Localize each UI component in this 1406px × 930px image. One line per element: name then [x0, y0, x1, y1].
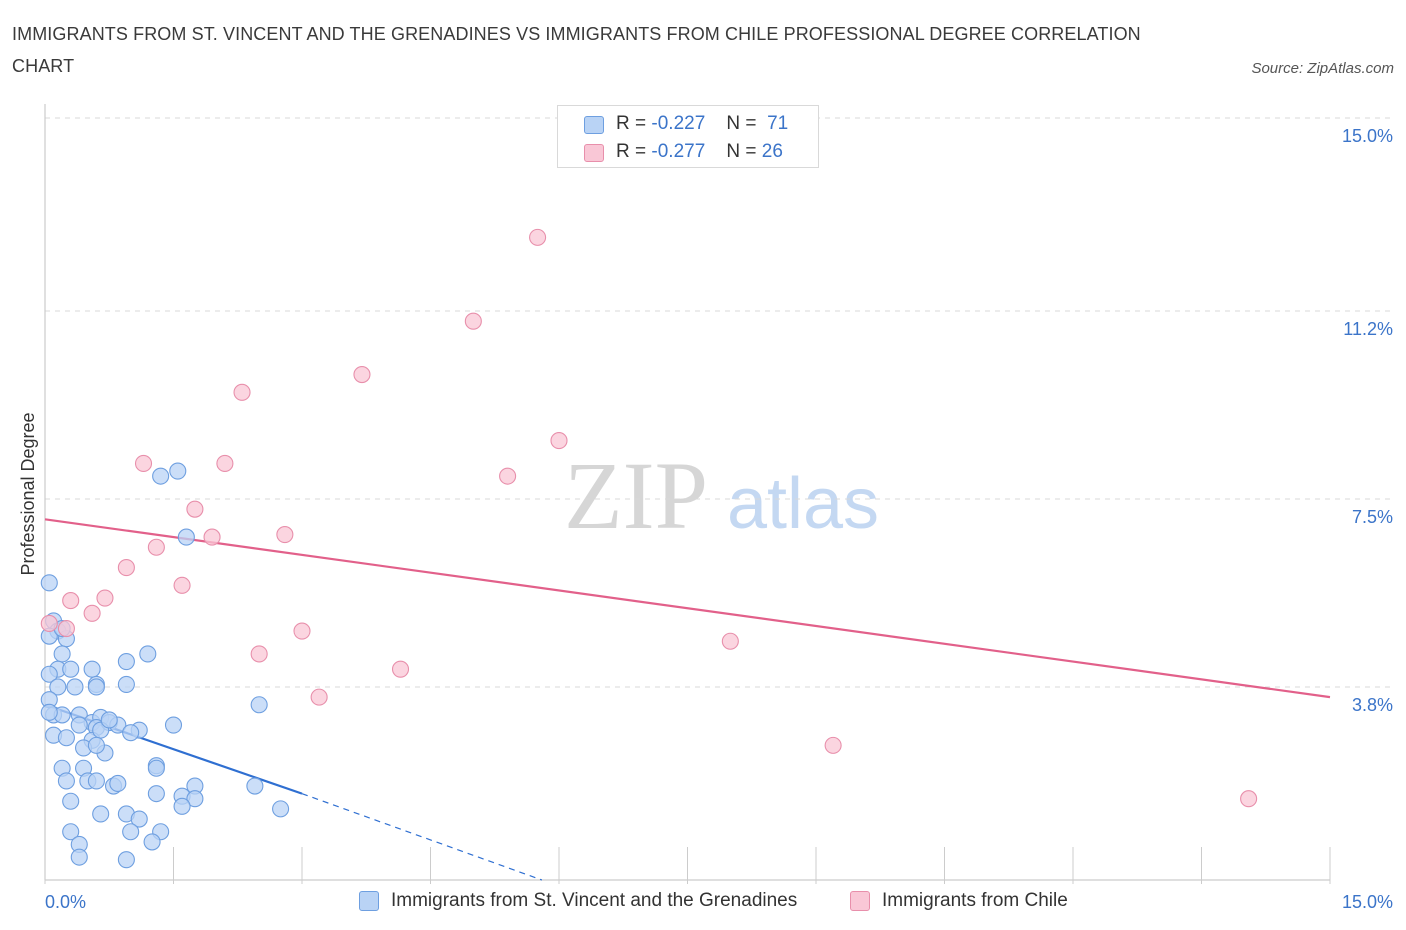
legend-n-label-1: N =: [726, 113, 757, 134]
point-pink-3: [233, 383, 251, 401]
point-blue-41: [87, 772, 105, 790]
point-pink-13: [173, 576, 191, 594]
y-tick-label-2: 11.2%: [1343, 319, 1393, 339]
bottom-legend-label-2: Immigrants from Chile: [882, 890, 1068, 911]
point-blue-13: [66, 678, 84, 696]
point-pink-21: [721, 632, 739, 650]
point-pink-0: [529, 228, 547, 246]
legend-swatch-pink: [584, 144, 604, 162]
point-pink-8: [186, 500, 204, 518]
point-blue-5: [53, 645, 71, 663]
point-pink-15: [62, 592, 80, 610]
point-blue-8: [40, 665, 58, 683]
point-blue-55: [130, 810, 148, 828]
watermark-atlas: atlas: [727, 464, 879, 544]
point-blue-44: [246, 777, 264, 795]
point-blue-14: [87, 678, 105, 696]
point-blue-46: [109, 774, 127, 793]
point-blue-56: [62, 823, 80, 841]
axes: [44, 104, 1331, 884]
watermark-zip: ZIP: [564, 442, 708, 549]
point-pink-18: [57, 619, 75, 638]
point-blue-61: [70, 848, 88, 866]
legend-n-label-2: N =: [726, 141, 757, 162]
point-blue-67: [177, 528, 195, 546]
point-blue-52: [173, 797, 191, 815]
source-credit: Source: ZipAtlas.com: [1251, 60, 1394, 77]
trend-line-blue-extension: [301, 793, 543, 881]
point-pink-25: [1240, 790, 1258, 808]
bottom-legend-swatch-blue: [359, 891, 379, 911]
point-pink-17: [40, 614, 58, 633]
legend-n-value-1: 71: [767, 113, 789, 134]
point-pink-11: [147, 538, 165, 556]
point-blue-62: [117, 851, 135, 869]
bottom-legend-swatch-pink: [850, 891, 870, 911]
point-pink-20: [250, 645, 268, 663]
y-tick-label-3: 15.0%: [1342, 126, 1393, 146]
point-pink-6: [216, 454, 234, 472]
correlation-legend: R = -0.227 N = 71 R = -0.277 N = 26: [557, 105, 819, 168]
point-blue-69: [100, 711, 118, 729]
legend-n-value-2: 26: [761, 141, 783, 162]
point-blue-64: [169, 462, 187, 480]
gridlines: [45, 117, 1390, 688]
point-blue-23: [70, 716, 88, 734]
point-pink-12: [117, 559, 135, 577]
point-blue-50: [62, 792, 80, 810]
point-pink-14: [96, 589, 114, 607]
point-pink-5: [134, 454, 153, 472]
point-pink-24: [824, 736, 842, 754]
point-pink-4: [550, 432, 568, 450]
point-blue-15: [49, 678, 67, 696]
point-blue-68: [122, 724, 140, 742]
point-blue-51: [272, 800, 290, 818]
legend-r-value-1: -0.227: [651, 113, 706, 134]
point-blue-42: [57, 772, 75, 790]
point-blue-7: [62, 660, 80, 678]
y-axis-label: Professional Degree: [18, 412, 38, 575]
point-blue-27: [164, 716, 183, 734]
point-pink-2: [353, 365, 371, 384]
chart-title: IMMIGRANTS FROM ST. VINCENT AND THE GREN…: [12, 24, 1141, 76]
point-blue-11: [117, 653, 135, 671]
x-tick-label-0: 0.0%: [45, 892, 86, 912]
point-blue-53: [92, 805, 110, 823]
point-blue-65: [152, 467, 170, 485]
point-pink-7: [499, 467, 517, 485]
trend-line-pink: [44, 518, 1331, 699]
point-blue-70: [40, 703, 58, 721]
point-pink-16: [83, 604, 101, 622]
point-blue-47: [147, 785, 165, 803]
point-blue-63: [250, 696, 268, 714]
bottom-legend-label-1: Immigrants from St. Vincent and the Gren…: [391, 890, 798, 911]
point-blue-60: [143, 833, 161, 851]
point-pink-22: [391, 660, 410, 678]
legend-r-label-1: R =: [616, 113, 647, 134]
point-pink-1: [464, 312, 482, 330]
x-tick-label-1: 15.0%: [1342, 892, 1393, 912]
point-blue-30: [57, 729, 75, 747]
trend-lines: [44, 518, 1331, 881]
point-pink-19: [293, 622, 311, 640]
point-blue-35: [87, 736, 105, 754]
point-pink-9: [276, 526, 294, 544]
point-pink-10: [203, 528, 221, 546]
y-tick-label-0: 3.8%: [1352, 695, 1393, 715]
point-blue-49: [186, 790, 204, 808]
point-blue-39: [147, 759, 165, 777]
tick-labels: 3.8% 7.5% 11.2% 15.0% 0.0% 15.0%: [45, 126, 1393, 912]
point-blue-9: [83, 660, 101, 678]
point-blue-0: [40, 574, 58, 592]
legend-r-value-2: -0.277: [651, 141, 706, 162]
point-pink-23: [310, 688, 328, 706]
point-blue-58: [122, 823, 140, 841]
point-blue-17: [117, 675, 135, 693]
data-points: [40, 228, 1258, 869]
legend-r-label-2: R =: [616, 141, 647, 162]
point-blue-12: [139, 645, 157, 663]
legend-swatch-blue: [584, 116, 604, 134]
y-tick-label-1: 7.5%: [1352, 507, 1393, 527]
